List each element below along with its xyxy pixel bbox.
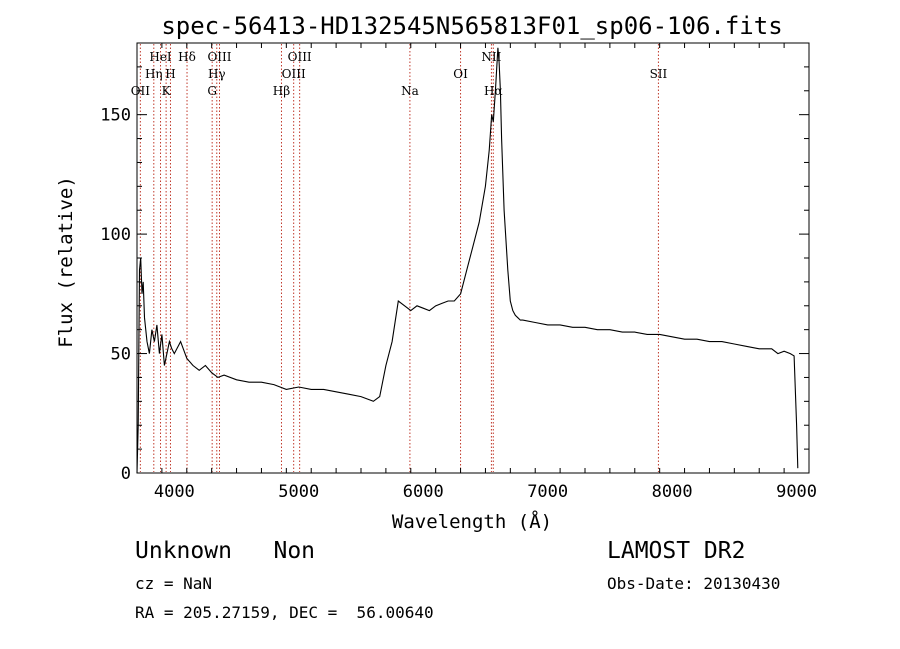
spectral-line-label: HeI [149,50,172,64]
spectral-line-label: K [162,84,172,98]
spectral-line-label: OI [453,67,468,81]
spectral-line-label: Na [401,84,419,98]
plot-frame [136,42,810,474]
x-axis-label: Wavelength (Å) [392,510,552,533]
survey-name: LAMOST DR2 [607,538,746,564]
x-tick-label: 7000 [527,482,568,502]
classification-text: Unknown Non [135,538,316,564]
x-tick-label: 6000 [403,482,444,502]
coordinates-text: RA = 205.27159, DEC = 56.00640 [135,603,434,622]
spectral-line-label: NII [481,50,501,64]
spectral-line-label: Hβ [273,84,290,98]
spectral-line-markers [139,44,659,472]
y-tick-label: 50 [111,345,131,365]
spectral-line-label: H [165,67,175,81]
x-axis-ticks: 4000 5000 6000 7000 8000 9000 [154,43,817,502]
spectral-line-label: SII [650,67,668,81]
obs-date-text: Obs-Date: 20130430 [607,574,781,593]
x-tick-label: 9000 [776,482,817,502]
chart-title: spec-56413-HD132545N565813F01_sp06-106.f… [161,12,782,40]
spectrum-line [136,47,799,474]
spectral-line-label: OIII [288,50,312,64]
y-axis-label: Flux (relative) [55,176,77,348]
redshift-text: cz = NaN [135,574,213,593]
spectral-line-label: OIII [282,67,306,81]
spectral-line-label: Hγ [208,67,226,81]
y-axis-ticks: 0 50 100 150 [100,42,809,484]
spectral-line-labels: OIIHηHeIKHHδGHγOIIIHβOIIIOIIINaOINIIHαSI… [131,50,668,98]
x-tick-label: 4000 [154,482,195,502]
y-tick-label: 100 [100,225,131,245]
spectral-line-label: Hη [145,67,163,81]
spectral-line-label: OIII [207,50,231,64]
spectral-line-label: G [207,84,217,98]
y-tick-label: 0 [121,464,131,484]
x-tick-label: 5000 [278,482,319,502]
y-tick-label: 150 [100,106,131,126]
x-tick-label: 8000 [652,482,693,502]
spectral-line-label: Hδ [178,50,196,64]
spectral-line-label: Hα [484,84,503,98]
